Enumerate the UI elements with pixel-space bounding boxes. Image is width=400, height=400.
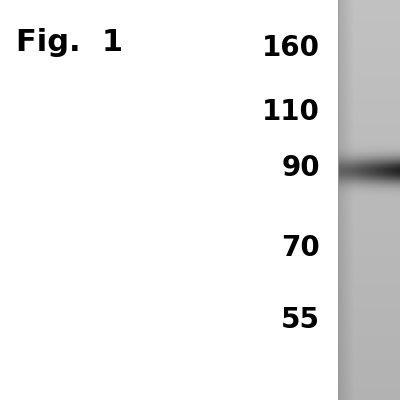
Text: 110: 110 [262,98,320,126]
Text: 90: 90 [281,154,320,182]
Text: Fig.  1: Fig. 1 [16,28,123,57]
Text: 55: 55 [281,306,320,334]
Text: 160: 160 [262,34,320,62]
Text: 70: 70 [281,234,320,262]
